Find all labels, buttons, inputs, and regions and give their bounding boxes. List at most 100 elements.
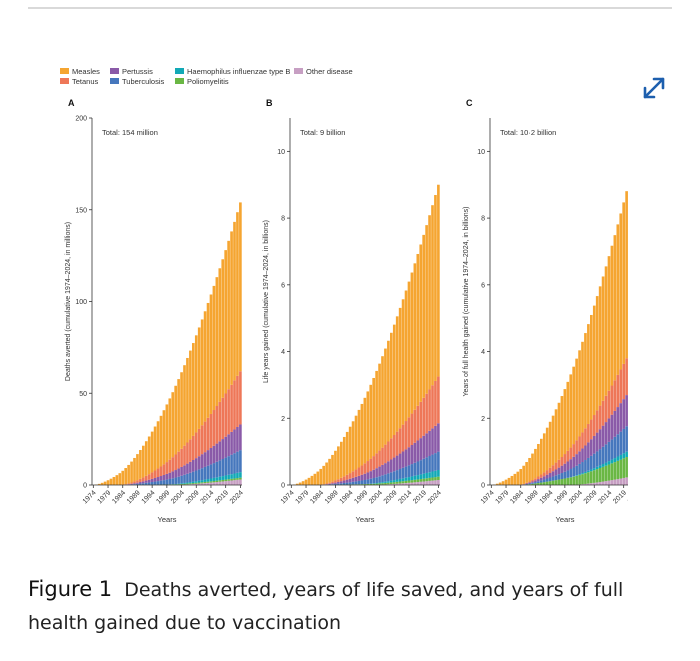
bar-segment-poliomyelitis	[404, 480, 408, 484]
bar-segment-haemophilus-influenzae-type-b	[392, 480, 396, 483]
bar-segment-tetanus	[345, 474, 349, 480]
bar-2008	[192, 343, 195, 485]
bar-segment-pertussis	[598, 429, 602, 450]
bar-segment-other-disease	[592, 482, 596, 485]
bar-2020	[625, 191, 628, 485]
bar-2002	[174, 385, 177, 485]
bar-segment-haemophilus-influenzae-type-b	[375, 483, 378, 484]
bar-segment-tetanus	[625, 358, 628, 396]
bar-segment-measles	[507, 477, 511, 485]
bar-segment-poliomyelitis	[548, 481, 552, 485]
bar-segment-pertussis	[194, 458, 198, 471]
bar-segment-measles	[230, 231, 233, 385]
y-tick-label: 6	[481, 282, 485, 289]
bar-segment-tetanus	[189, 439, 192, 462]
bar-segment-measles	[607, 256, 611, 391]
bar-segment-tuberculosis	[189, 472, 192, 483]
bar-segment-tuberculosis	[387, 473, 390, 482]
bar-segment-haemophilus-influenzae-type-b	[390, 480, 393, 483]
bar-segment-pertussis	[218, 441, 222, 461]
bar-segment-tetanus	[537, 476, 540, 480]
bar-segment-tetanus	[130, 482, 133, 484]
bar-segment-measles	[498, 482, 502, 485]
bar-2005	[183, 365, 186, 485]
bar-segment-tuberculosis	[212, 463, 216, 478]
bar-segment-tetanus	[545, 470, 549, 475]
bar-segment-tetanus	[180, 448, 183, 467]
bar-segment-haemophilus-influenzae-type-b	[233, 473, 236, 479]
bar-segment-poliomyelitis	[230, 478, 233, 481]
bar-segment-tuberculosis	[360, 480, 364, 485]
bar-segment-measles	[304, 479, 308, 485]
bar-1982	[115, 475, 119, 485]
x-tick-label: 1989	[126, 489, 142, 505]
bar-1991	[340, 441, 343, 485]
y-tick-label: 4	[481, 349, 485, 356]
bar-segment-tetanus	[572, 444, 575, 457]
bar-2001	[369, 384, 373, 485]
legend-label: Tuberculosis	[122, 77, 164, 86]
bar-2009	[592, 305, 596, 485]
bar-2004	[578, 350, 581, 485]
bar-1988	[531, 453, 534, 485]
bar-segment-poliomyelitis	[177, 484, 180, 485]
x-tick-label: 1994	[539, 489, 555, 505]
bar-segment-poliomyelitis	[180, 484, 183, 485]
bar-segment-tetanus	[156, 468, 160, 478]
bar-segment-other-disease	[425, 481, 428, 485]
bar-segment-tetanus	[328, 482, 331, 484]
bar-segment-poliomyelitis	[227, 479, 230, 481]
bar-segment-other-disease	[419, 481, 423, 485]
bar-segment-pertussis	[560, 465, 564, 474]
bar-segment-tetanus	[540, 474, 543, 478]
bar-2007	[189, 350, 192, 485]
bar-segment-measles	[177, 379, 180, 452]
bar-segment-poliomyelitis	[189, 483, 192, 485]
expand-arrows-icon[interactable]	[640, 74, 668, 102]
bar-segment-tuberculosis	[150, 482, 154, 485]
bar-segment-tuberculosis	[392, 471, 396, 481]
bar-segment-pertussis	[360, 474, 364, 481]
bar-segment-tetanus	[236, 375, 239, 427]
bar-segment-haemophilus-influenzae-type-b	[378, 482, 381, 484]
bar-2024	[437, 184, 440, 485]
bar-segment-tetanus	[531, 480, 534, 482]
bar-2009	[392, 324, 396, 485]
bar-2019	[422, 234, 425, 485]
bar-segment-measles	[540, 438, 543, 475]
bar-1995	[351, 421, 355, 485]
bar-segment-measles	[395, 316, 399, 432]
bar-segment-tuberculosis	[578, 463, 581, 475]
bar-segment-measles	[542, 433, 546, 473]
bar-segment-tuberculosis	[616, 434, 620, 457]
bar-segment-poliomyelitis	[554, 480, 558, 485]
bar-1993	[345, 431, 349, 485]
bar-1985	[124, 468, 127, 485]
bar-segment-pertussis	[177, 468, 180, 477]
bar-segment-tetanus	[363, 463, 367, 474]
bar-segment-poliomyelitis	[607, 464, 611, 481]
bar-segment-tuberculosis	[159, 480, 163, 485]
x-tick-label: 1979	[96, 489, 112, 505]
bar-segment-pertussis	[607, 418, 611, 442]
bar-2002	[372, 377, 375, 485]
x-tick-label: 2009	[583, 489, 599, 505]
bar-segment-tetanus	[528, 481, 531, 483]
bar-segment-tetanus	[144, 475, 148, 481]
bar-segment-measles	[115, 475, 119, 485]
bar-segment-tetanus	[378, 450, 381, 467]
bar-segment-measles	[212, 285, 216, 411]
bar-segment-other-disease	[200, 483, 204, 485]
bar-segment-pertussis	[351, 477, 355, 482]
bar-segment-tuberculosis	[369, 478, 373, 484]
bar-segment-measles	[360, 403, 364, 466]
bar-2010	[595, 296, 599, 485]
bar-segment-haemophilus-influenzae-type-b	[189, 482, 192, 484]
bar-2020	[227, 240, 230, 485]
bar-segment-pertussis	[534, 480, 537, 483]
bar-segment-measles	[548, 421, 552, 468]
bar-segment-tuberculosis	[528, 483, 531, 485]
bar-2018	[619, 213, 623, 485]
bar-segment-haemophilus-influenzae-type-b	[404, 477, 408, 481]
bar-segment-tetanus	[387, 441, 390, 462]
